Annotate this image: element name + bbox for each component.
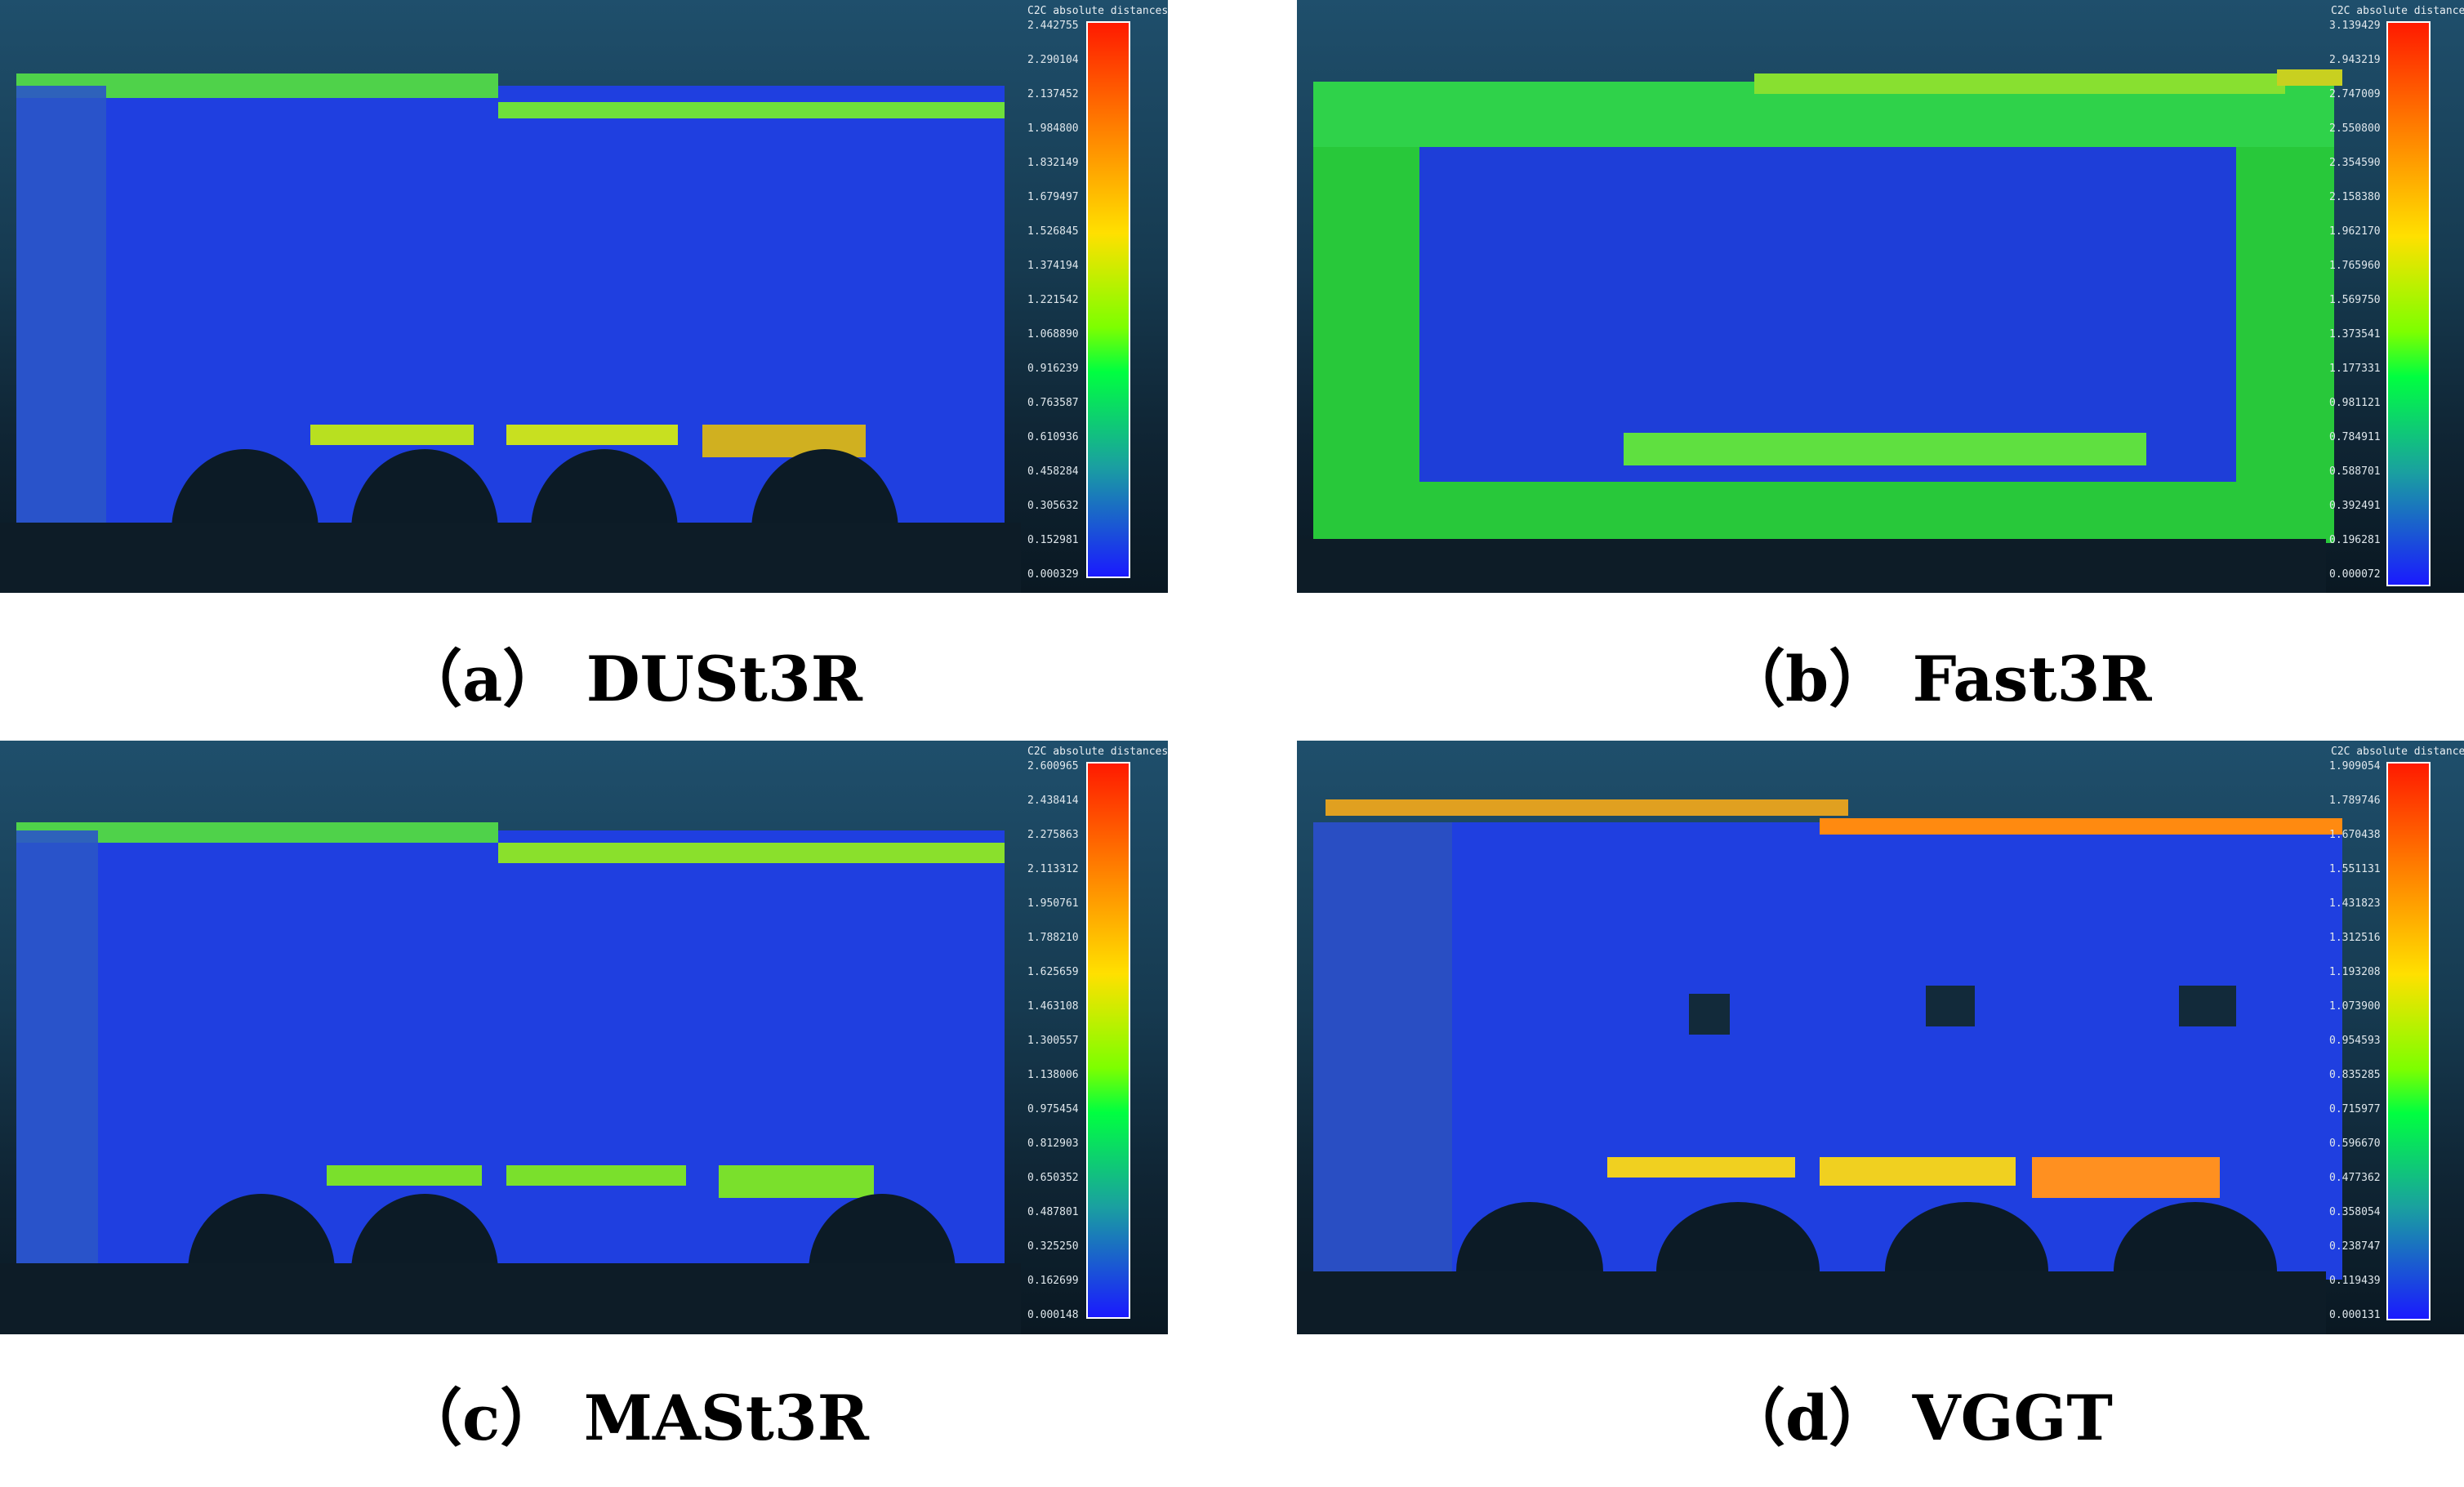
panel-c-pointcloud: C2C absolute distances 2.600965 2.438414… (0, 741, 1168, 1334)
colorbar-tick: 1.788210 (1027, 932, 1079, 944)
colorbar (2386, 21, 2431, 586)
colorbar-tick: 0.000148 (1027, 1309, 1079, 1321)
colorbar-tick: 0.325250 (1027, 1240, 1079, 1253)
colorbar-tick: 1.789746 (2329, 795, 2381, 807)
colorbar-tick: 0.763587 (1027, 397, 1079, 409)
colorbar-tick: 2.600965 (1027, 760, 1079, 772)
colorbar-tick: 1.073900 (2329, 1000, 2381, 1013)
colorbar-tick: 0.596670 (2329, 1138, 2381, 1150)
colorbar-tick: 1.670438 (2329, 829, 2381, 841)
caption-c: （c） MASt3R (400, 1382, 869, 1454)
colorbar-tick: 0.588701 (2329, 465, 2381, 478)
colorbar-tick: 1.221542 (1027, 294, 1079, 306)
colorbar-title: C2C absolute distances (1027, 746, 1168, 758)
colorbar-tick: 1.526845 (1027, 225, 1079, 238)
colorbar-tick: 0.162699 (1027, 1275, 1079, 1287)
colorbar-tick: 2.438414 (1027, 795, 1079, 807)
colorbar-tick: 0.650352 (1027, 1172, 1079, 1184)
panel-a-pointcloud: C2C absolute distances 2.442755 2.290104… (0, 0, 1168, 593)
colorbar-tick: 0.000131 (2329, 1309, 2381, 1321)
colorbar-tick: 0.196281 (2329, 534, 2381, 546)
colorbar (2386, 762, 2431, 1320)
colorbar-tick: 1.431823 (2329, 897, 2381, 910)
colorbar-tick: 1.832149 (1027, 157, 1079, 169)
building-pointcloud-render (0, 822, 1021, 1334)
colorbar-tick: 1.950761 (1027, 897, 1079, 910)
colorbar-tick: 1.373541 (2329, 328, 2381, 341)
colorbar-tick: 0.954593 (2329, 1035, 2381, 1047)
colorbar-tick: 0.458284 (1027, 465, 1079, 478)
colorbar-tick: 0.000329 (1027, 568, 1079, 581)
colorbar-tick: 0.477362 (2329, 1172, 2381, 1184)
colorbar-tick: 1.765960 (2329, 260, 2381, 272)
building-pointcloud-render (1297, 69, 2342, 593)
colorbar-title: C2C absolute distances (2331, 5, 2464, 17)
colorbar-tick: 2.158380 (2329, 191, 2381, 203)
colorbar-tick: 0.000072 (2329, 568, 2381, 581)
colorbar-title: C2C absolute distances (2331, 746, 2464, 758)
colorbar-tick: 0.358054 (2329, 1206, 2381, 1218)
colorbar-tick: 1.463108 (1027, 1000, 1079, 1013)
colorbar-tick: 0.975454 (1027, 1103, 1079, 1115)
colorbar-tick: 0.238747 (2329, 1240, 2381, 1253)
colorbar-tick: 0.152981 (1027, 534, 1079, 546)
colorbar-tick: 1.679497 (1027, 191, 1079, 203)
colorbar-tick: 2.137452 (1027, 88, 1079, 100)
colorbar (1086, 762, 1130, 1319)
colorbar-title: C2C absolute distances (1027, 5, 1168, 17)
colorbar-tick: 2.275863 (1027, 829, 1079, 841)
colorbar-tick: 0.835285 (2329, 1069, 2381, 1081)
panel-b-pointcloud: C2C absolute distances 3.139429 2.943219… (1297, 0, 2464, 593)
colorbar-tick: 1.569750 (2329, 294, 2381, 306)
colorbar-tick: 0.119439 (2329, 1275, 2381, 1287)
colorbar-tick: 1.984800 (1027, 122, 1079, 135)
colorbar-tick: 1.909054 (2329, 760, 2381, 772)
colorbar-tick: 1.374194 (1027, 260, 1079, 272)
colorbar-tick: 1.193208 (2329, 966, 2381, 978)
caption-b: （b） Fast3R (1723, 643, 2152, 715)
colorbar-tick: 1.068890 (1027, 328, 1079, 341)
colorbar (1086, 21, 1130, 578)
colorbar-tick: 1.300557 (1027, 1035, 1079, 1047)
colorbar-tick: 2.550800 (2329, 122, 2381, 135)
colorbar-tick: 3.139429 (2329, 20, 2381, 32)
colorbar-tick: 0.392491 (2329, 500, 2381, 512)
colorbar-tick: 0.784911 (2329, 431, 2381, 443)
colorbar-tick: 2.442755 (1027, 20, 1079, 32)
colorbar-tick: 1.962170 (2329, 225, 2381, 238)
colorbar-tick: 1.312516 (2329, 932, 2381, 944)
colorbar-tick: 0.812903 (1027, 1138, 1079, 1150)
colorbar-tick: 1.551131 (2329, 863, 2381, 875)
colorbar-tick: 2.354590 (2329, 157, 2381, 169)
building-pointcloud-render (1297, 799, 2342, 1334)
caption-a: （a） DUSt3R (400, 643, 862, 715)
colorbar-tick: 0.981121 (2329, 397, 2381, 409)
colorbar-tick: 1.625659 (1027, 966, 1079, 978)
caption-d: （d） VGGT (1723, 1382, 2113, 1454)
building-pointcloud-render (0, 73, 1021, 593)
colorbar-tick: 2.747009 (2329, 88, 2381, 100)
colorbar-tick: 0.305632 (1027, 500, 1079, 512)
colorbar-tick: 2.113312 (1027, 863, 1079, 875)
colorbar-tick: 2.290104 (1027, 54, 1079, 66)
colorbar-tick: 2.943219 (2329, 54, 2381, 66)
colorbar-tick: 1.138006 (1027, 1069, 1079, 1081)
colorbar-tick: 0.715977 (2329, 1103, 2381, 1115)
colorbar-tick: 0.610936 (1027, 431, 1079, 443)
colorbar-tick: 1.177331 (2329, 363, 2381, 375)
panel-d-pointcloud: C2C absolute distances 1.909054 1.789746… (1297, 741, 2464, 1334)
colorbar-tick: 0.487801 (1027, 1206, 1079, 1218)
colorbar-tick: 0.916239 (1027, 363, 1079, 375)
